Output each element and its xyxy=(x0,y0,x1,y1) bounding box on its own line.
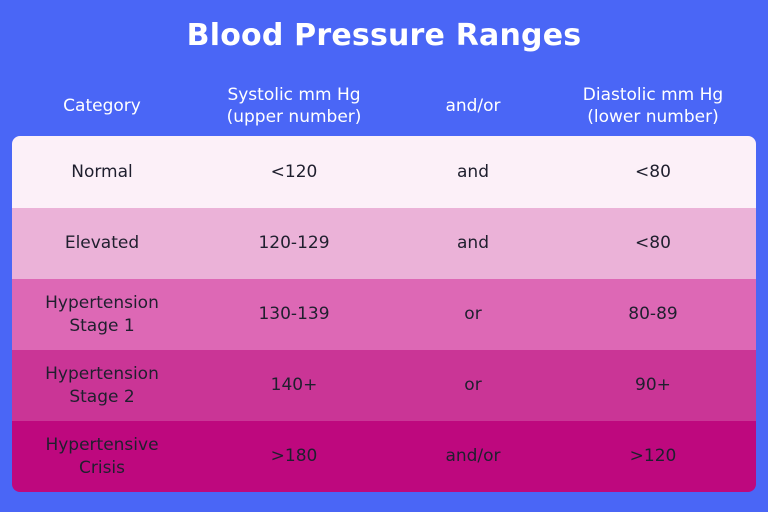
cell-diastolic: <80 xyxy=(635,161,671,182)
cell-category: Hypertension Stage 2 xyxy=(45,363,159,407)
cell-diastolic: 80-89 xyxy=(628,304,678,324)
cell-category: Hypertension Stage 1 xyxy=(45,292,159,336)
cell-systolic: 130-139 xyxy=(258,304,330,324)
cell-andor: and xyxy=(457,233,489,253)
cell-category: Normal xyxy=(71,161,133,182)
cell-andor: or xyxy=(464,375,482,395)
cell-andor: and/or xyxy=(445,446,501,466)
table-header: Category Systolic mm Hg (upper number) a… xyxy=(12,78,756,134)
cell-systolic: >180 xyxy=(270,446,318,466)
header-diastolic: Diastolic mm Hg (lower number) xyxy=(582,85,724,127)
header-category: Category xyxy=(63,96,141,116)
cell-diastolic: 90+ xyxy=(635,375,671,395)
header-andor: and/or xyxy=(445,96,501,116)
cell-category: Elevated xyxy=(64,233,140,253)
table-row-stage-1: Hypertension Stage 1 130-139 or 80-89 xyxy=(12,279,756,350)
page-title: Blood Pressure Ranges xyxy=(186,18,582,53)
cell-diastolic: <80 xyxy=(635,233,671,253)
cell-diastolic: >120 xyxy=(629,446,677,466)
cell-systolic: <120 xyxy=(270,161,318,182)
cell-systolic: 120-129 xyxy=(258,233,330,253)
cell-systolic: 140+ xyxy=(270,375,318,395)
table-row-elevated: Elevated 120-129 and <80 xyxy=(12,208,756,279)
header-systolic: Systolic mm Hg (upper number) xyxy=(226,85,362,127)
cell-andor: or xyxy=(464,304,482,324)
table-row-normal: Normal <120 and <80 xyxy=(12,136,756,208)
cell-category: Hypertensive Crisis xyxy=(45,434,159,478)
table-row-stage-2: Hypertension Stage 2 140+ or 90+ xyxy=(12,350,756,421)
table-row-crisis: Hypertensive Crisis >180 and/or >120 xyxy=(12,421,756,492)
cell-andor: and xyxy=(457,161,489,182)
bp-table: Normal <120 and <80 Elevated 120-129 and… xyxy=(12,136,756,492)
